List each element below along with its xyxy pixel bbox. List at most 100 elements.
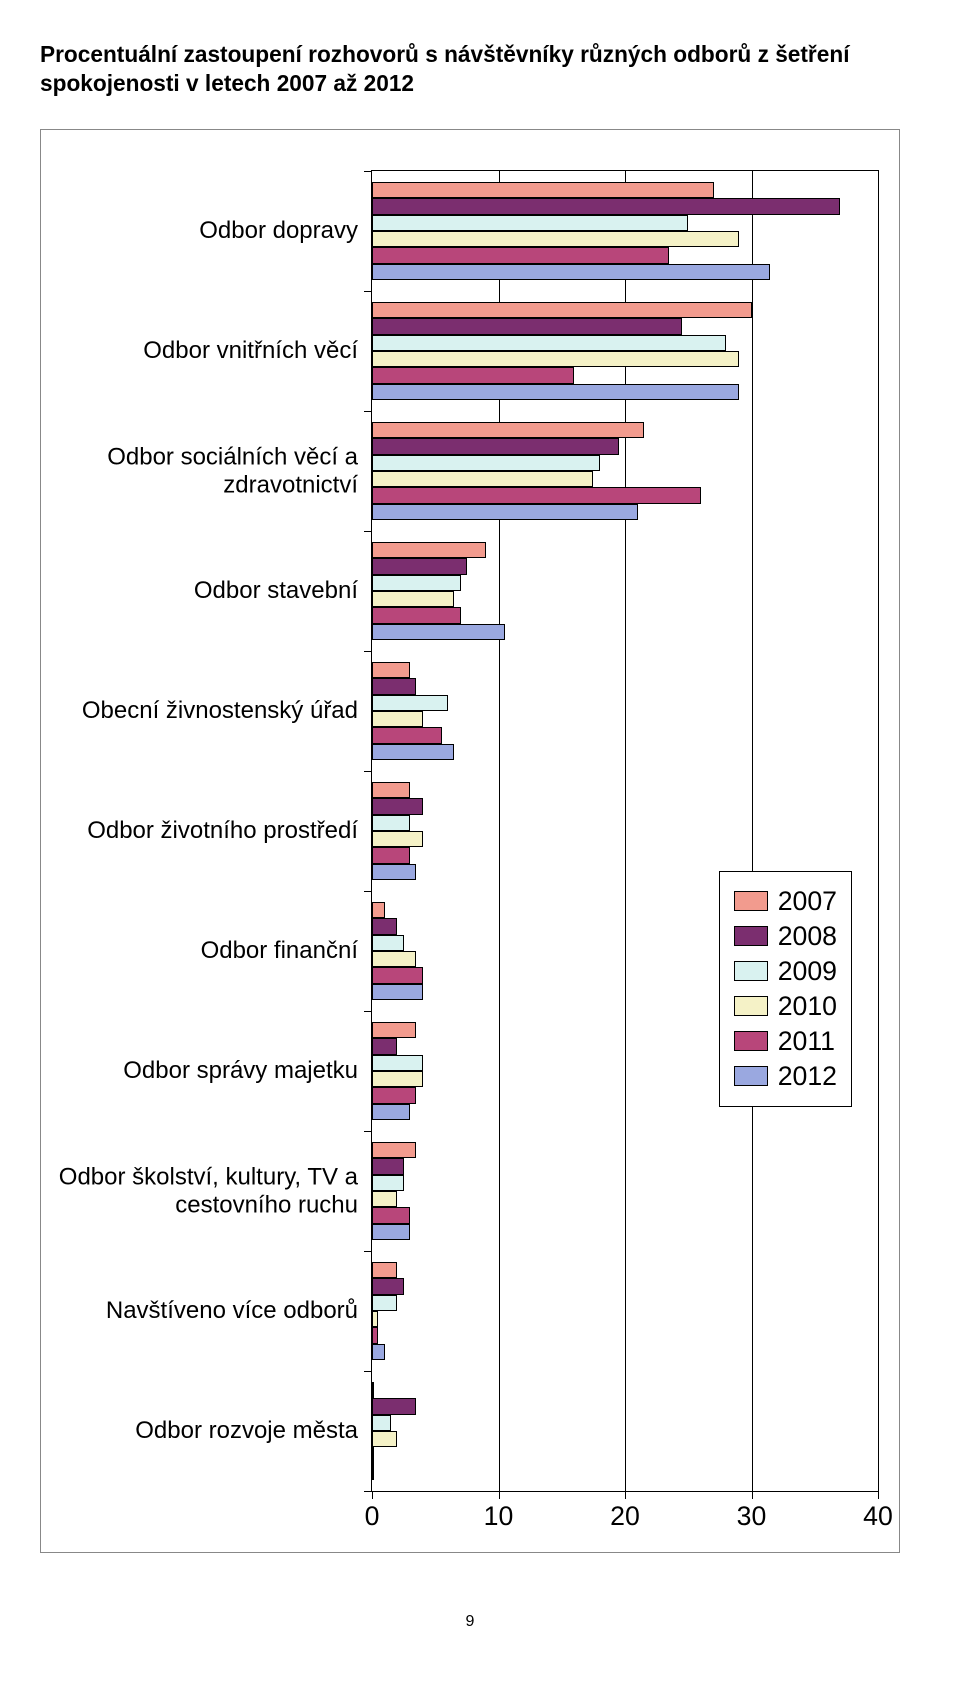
category-label: Odbor rozvoje města bbox=[135, 1417, 372, 1445]
legend-item: 2008 bbox=[734, 921, 837, 952]
page-number: 9 bbox=[40, 1613, 900, 1631]
y-tick bbox=[364, 1011, 372, 1012]
bar-2008 bbox=[372, 798, 423, 814]
bar-2008 bbox=[372, 1398, 416, 1414]
legend-swatch bbox=[734, 891, 768, 911]
x-tick bbox=[499, 1491, 500, 1499]
bar-2011 bbox=[372, 967, 423, 983]
bar-2010 bbox=[372, 711, 423, 727]
bar-2012 bbox=[372, 1224, 410, 1240]
bar-2007 bbox=[372, 542, 486, 558]
category-label: Odbor sociálních věcí azdravotnictví bbox=[107, 443, 372, 498]
x-tick-label: 10 bbox=[484, 1501, 514, 1532]
bar-2009 bbox=[372, 1415, 391, 1431]
bar-2012 bbox=[372, 624, 505, 640]
bar-2008 bbox=[372, 918, 397, 934]
legend-item: 2012 bbox=[734, 1061, 837, 1092]
x-tick bbox=[625, 1491, 626, 1499]
bar-2007 bbox=[372, 902, 385, 918]
x-tick-label: 40 bbox=[863, 1501, 893, 1532]
category-label: Odbor správy majetku bbox=[123, 1057, 372, 1085]
legend-swatch bbox=[734, 926, 768, 946]
bar-2011 bbox=[372, 247, 669, 263]
bar-2012 bbox=[372, 1344, 385, 1360]
bar-2009 bbox=[372, 335, 726, 351]
bar-2009 bbox=[372, 1175, 404, 1191]
legend-swatch bbox=[734, 1031, 768, 1051]
bar-2009 bbox=[372, 1295, 397, 1311]
plot-column: 010203040Odbor dopravyOdbor vnitřních vě… bbox=[371, 170, 879, 1492]
bar-2007 bbox=[372, 782, 410, 798]
x-tick-label: 20 bbox=[610, 1501, 640, 1532]
legend-swatch bbox=[734, 1066, 768, 1086]
bar-2011 bbox=[372, 1447, 374, 1463]
x-tick bbox=[752, 1491, 753, 1499]
y-tick bbox=[364, 651, 372, 652]
category-label: Odbor životního prostředí bbox=[87, 817, 372, 845]
y-tick bbox=[364, 1371, 372, 1372]
bar-2010 bbox=[372, 951, 416, 967]
bar-2008 bbox=[372, 1038, 397, 1054]
bar-2010 bbox=[372, 831, 423, 847]
y-tick bbox=[364, 291, 372, 292]
bar-2007 bbox=[372, 1262, 397, 1278]
bar-2009 bbox=[372, 215, 688, 231]
category-label: Odbor finanční bbox=[201, 937, 372, 965]
bar-2007 bbox=[372, 302, 752, 318]
y-tick bbox=[364, 1251, 372, 1252]
x-tick-label: 0 bbox=[365, 1501, 380, 1532]
bar-2007 bbox=[372, 1142, 416, 1158]
bar-2012 bbox=[372, 984, 423, 1000]
bar-2012 bbox=[372, 264, 770, 280]
y-tick bbox=[364, 1131, 372, 1132]
legend: 200720082009201020112012 bbox=[719, 871, 852, 1107]
bar-2007 bbox=[372, 662, 410, 678]
bar-2008 bbox=[372, 1158, 404, 1174]
bar-2012 bbox=[372, 744, 454, 760]
bar-2008 bbox=[372, 558, 467, 574]
x-gridline bbox=[625, 171, 626, 1491]
bar-2009 bbox=[372, 695, 448, 711]
legend-label: 2007 bbox=[778, 886, 837, 917]
legend-label: 2009 bbox=[778, 956, 837, 987]
title-line: spokojenosti v letech 2007 až 2012 bbox=[40, 70, 414, 96]
chart-body: 010203040Odbor dopravyOdbor vnitřních vě… bbox=[61, 170, 879, 1492]
bar-2010 bbox=[372, 1311, 378, 1327]
bar-2012 bbox=[372, 1104, 410, 1120]
bar-2011 bbox=[372, 487, 701, 503]
bar-2011 bbox=[372, 367, 574, 383]
bar-2007 bbox=[372, 1022, 416, 1038]
category-label: Odbor stavební bbox=[194, 577, 372, 605]
bar-2008 bbox=[372, 198, 840, 214]
category-label: Obecní živnostenský úřad bbox=[82, 697, 372, 725]
x-gridline bbox=[752, 171, 753, 1491]
bar-2007 bbox=[372, 182, 714, 198]
bar-2011 bbox=[372, 607, 461, 623]
bar-2012 bbox=[372, 504, 638, 520]
bar-2011 bbox=[372, 1087, 416, 1103]
bar-2011 bbox=[372, 727, 442, 743]
bar-2010 bbox=[372, 1191, 397, 1207]
legend-label: 2012 bbox=[778, 1061, 837, 1092]
bar-2012 bbox=[372, 864, 416, 880]
bar-2011 bbox=[372, 847, 410, 863]
y-tick bbox=[364, 1491, 372, 1492]
legend-swatch bbox=[734, 996, 768, 1016]
bar-2010 bbox=[372, 351, 739, 367]
bar-2008 bbox=[372, 678, 416, 694]
chart-frame: 010203040Odbor dopravyOdbor vnitřních vě… bbox=[40, 129, 900, 1553]
bar-2008 bbox=[372, 318, 682, 334]
bar-2008 bbox=[372, 438, 619, 454]
bar-2010 bbox=[372, 471, 593, 487]
bar-2010 bbox=[372, 1071, 423, 1087]
y-tick bbox=[364, 171, 372, 172]
bar-2010 bbox=[372, 591, 454, 607]
bar-2009 bbox=[372, 575, 461, 591]
bar-2011 bbox=[372, 1327, 378, 1343]
bar-2007 bbox=[372, 1382, 374, 1398]
legend-label: 2008 bbox=[778, 921, 837, 952]
bar-2010 bbox=[372, 1431, 397, 1447]
bar-2009 bbox=[372, 1055, 423, 1071]
legend-item: 2011 bbox=[734, 1026, 837, 1057]
y-tick bbox=[364, 411, 372, 412]
